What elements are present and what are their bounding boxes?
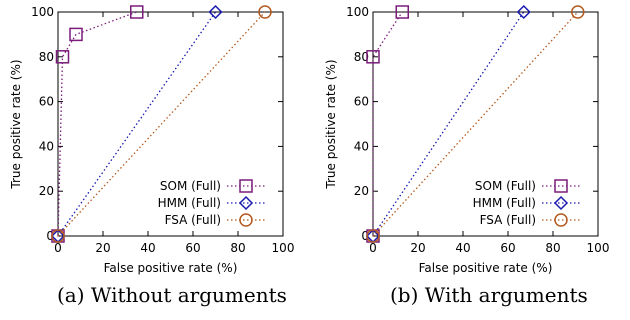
x-axis-label: False positive rate (%): [104, 261, 238, 275]
roc-chart-with-arguments: 0 20 40 60 80 100 0 20 40 60 80 100 False positive r…: [324, 4, 610, 275]
data-point-fsa: [258, 5, 272, 19]
x-tick-label: 0: [54, 241, 62, 255]
legend-label-som: SOM (Full): [475, 179, 536, 193]
data-point-hmm: [208, 4, 223, 20]
series-line-fsa: [57, 11, 266, 237]
data-point-som: [69, 27, 83, 42]
y-tick-label: 80: [39, 50, 54, 64]
legend-marker-fsa: [554, 213, 568, 227]
series-line-som: [372, 11, 403, 236]
data-point-hmm: [516, 4, 531, 20]
series-line-hmm: [57, 11, 217, 237]
data-point-som: [130, 5, 144, 19]
data-point-som: [366, 50, 380, 64]
legend-marker-fsa: [239, 213, 253, 227]
y-tick-label: 80: [354, 50, 369, 64]
x-tick-label: 100: [587, 241, 610, 255]
y-tick-label: 40: [39, 139, 54, 153]
legend-label-hmm: HMM (Full): [158, 196, 221, 210]
x-tick-label: 20: [95, 241, 110, 255]
y-tick-label: 0: [361, 229, 369, 243]
y-tick-label: 0: [46, 229, 54, 243]
x-tick-label: 100: [272, 241, 295, 255]
data-point-fsa: [51, 229, 65, 243]
legend-label-hmm: HMM (Full): [473, 196, 536, 210]
x-axis-label: False positive rate (%): [419, 261, 553, 275]
series-line-fsa: [372, 11, 579, 237]
x-tick-label: 80: [230, 241, 245, 255]
legend-marker-som: [239, 179, 253, 193]
legend-label-fsa: FSA (Full): [165, 213, 221, 227]
y-tick-label: 100: [31, 5, 54, 19]
roc-chart-without-arguments: 0 20 40 60 80 100 0 20 40 60 80 100 False positive r…: [9, 4, 295, 275]
y-tick-label: 20: [39, 184, 54, 198]
caption-without-arguments: (a) Without arguments: [57, 283, 287, 307]
y-axis-label: True positive rate (%): [324, 59, 338, 189]
x-tick-label: 0: [369, 241, 377, 255]
plot-frame: [57, 11, 284, 237]
x-tick-label: 40: [140, 241, 155, 255]
data-point-fsa: [366, 229, 380, 243]
series-line-som: [57, 11, 137, 237]
series-line-hmm: [372, 11, 525, 237]
caption-with-arguments: (b) With arguments: [390, 283, 588, 307]
data-point-som: [395, 5, 409, 19]
x-tick-label: 40: [455, 241, 470, 255]
y-tick-label: 20: [354, 184, 369, 198]
data-point-fsa: [571, 5, 585, 19]
legend-marker-hmm: [553, 195, 569, 211]
x-tick-label: 80: [545, 241, 560, 255]
y-axis-label: True positive rate (%): [9, 59, 23, 189]
x-tick-label: 60: [185, 241, 200, 255]
y-tick-label: 60: [39, 95, 54, 109]
legend-label-som: SOM (Full): [160, 179, 221, 193]
legend-label-fsa: FSA (Full): [480, 213, 536, 227]
y-tick-label: 40: [354, 139, 369, 153]
x-tick-label: 20: [410, 241, 425, 255]
y-tick-label: 60: [354, 95, 369, 109]
legend-marker-hmm: [238, 195, 254, 211]
data-point-som: [55, 50, 70, 64]
y-tick-label: 100: [346, 5, 369, 19]
x-tick-label: 60: [500, 241, 515, 255]
legend-marker-som: [554, 179, 568, 193]
